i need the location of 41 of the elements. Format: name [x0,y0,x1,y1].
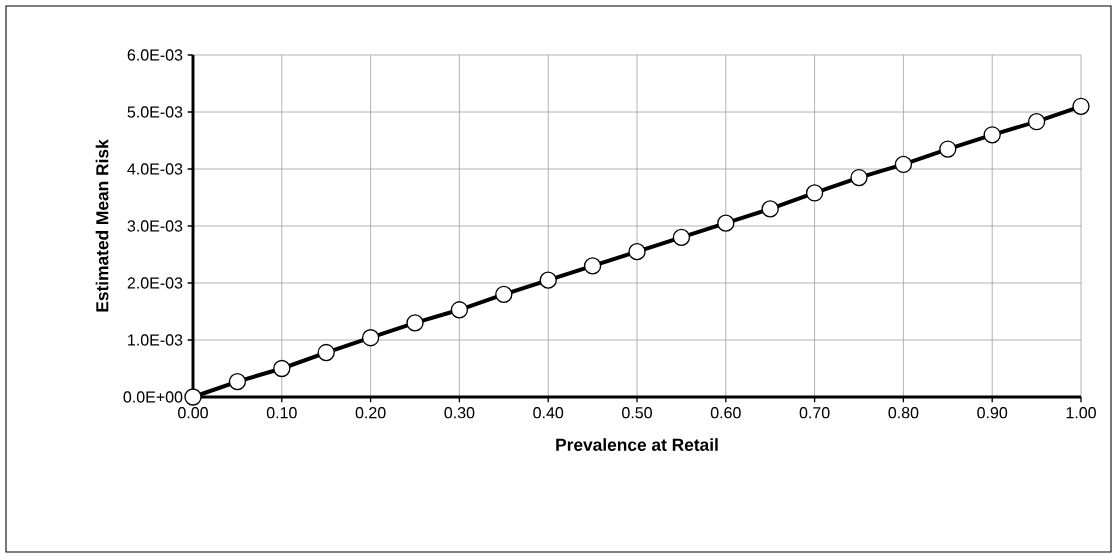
point [672,228,691,247]
point [273,359,291,378]
x-tick-label: 1.00 [1066,407,1096,419]
point [583,257,602,275]
y-tick-label: 4.0E-03 [127,163,183,175]
point [495,285,513,304]
x-tick-label: 0.20 [355,407,386,419]
point [450,301,469,319]
point [317,343,335,362]
y-tick-label: 5.0E-03 [127,106,183,118]
point [1072,97,1090,115]
point [539,271,557,289]
x-tick-label: 0.80 [888,407,919,419]
x-tick-label: 0.10 [266,407,297,419]
point [184,388,202,406]
point [361,329,380,347]
y-axis-title: Estimated Mean Risk [95,139,109,312]
point [1027,113,1046,131]
y-tick-label: 6.0E-03 [127,49,183,61]
point [761,200,779,218]
point [850,168,868,187]
point [628,242,646,261]
point [805,184,824,202]
point [939,140,957,158]
x-tick-label: 0.00 [178,407,208,419]
x-tick-label: 0.50 [622,407,652,419]
y-tick-label: 3.0E-03 [127,220,183,232]
y-tick-label: 2.0E-03 [127,277,183,289]
point [983,126,1001,144]
y-tick-label: 1.0E-03 [128,334,183,346]
x-tick-label: 0.30 [444,407,475,419]
point [228,372,247,391]
x-tick-label: 0.60 [710,407,741,419]
x-axis-title: Prevalence at Retail [556,438,718,451]
point [717,214,735,232]
point [406,314,424,332]
x-tick-label: 0.70 [799,407,830,419]
x-tick-label: 0.90 [977,407,1008,419]
x-tick-label: 0.40 [533,407,564,419]
point [894,155,913,174]
y-tick-label: 0.0E+00 [123,391,183,403]
